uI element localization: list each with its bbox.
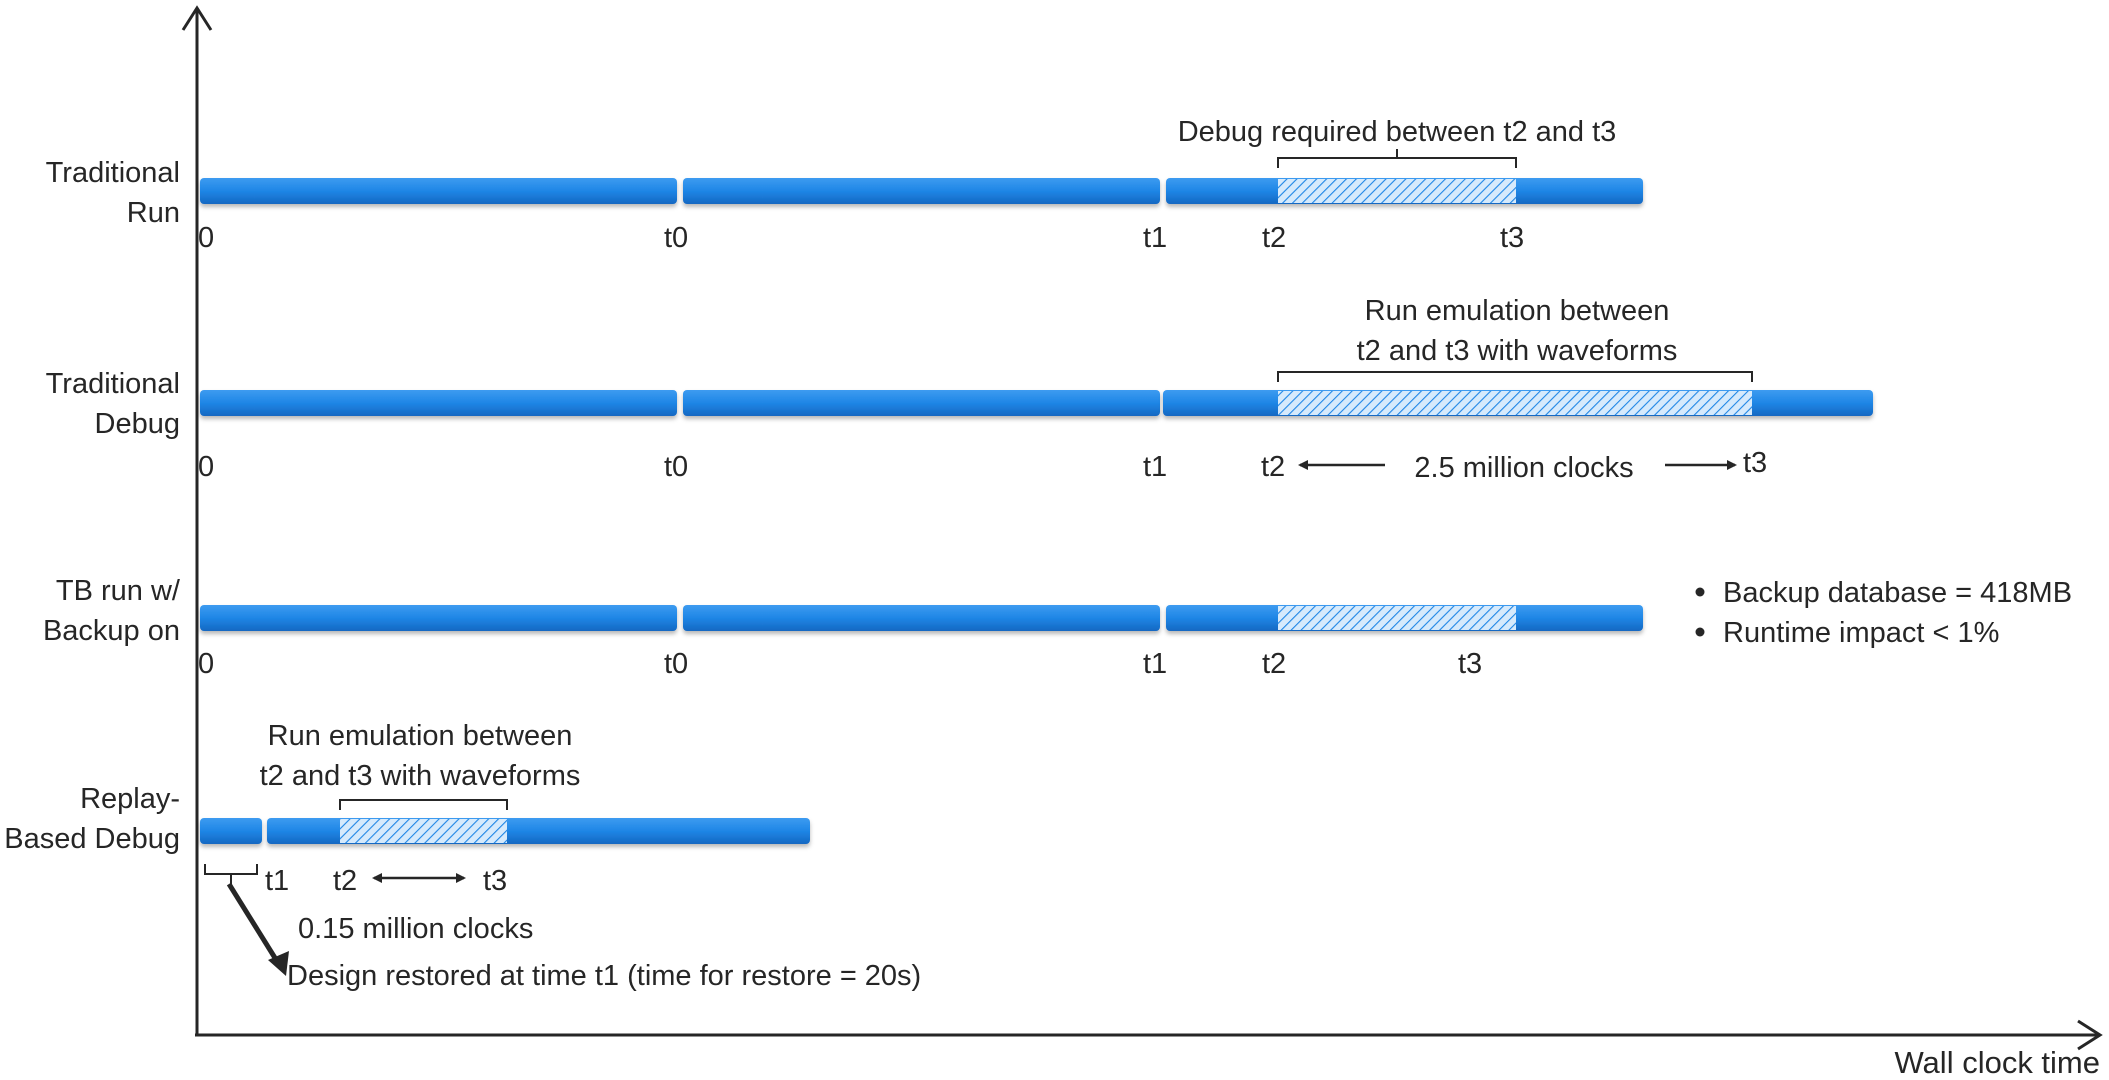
- tick-label: 0: [198, 451, 214, 483]
- restore-pointer-arrowhead-icon: [268, 951, 289, 976]
- bullet-icon: [1695, 627, 1705, 637]
- row-label-line2: Based Debug: [4, 823, 180, 855]
- bar-segment-1: [200, 605, 677, 631]
- span-label: 0.15 million clocks: [298, 913, 533, 945]
- tick-label: t1: [1143, 451, 1167, 483]
- annotation-text-line2: t2 and t3 with waveforms: [1357, 335, 1678, 367]
- annotation-text-line1: Run emulation between: [268, 720, 573, 752]
- bar-segment-2: [683, 605, 1160, 631]
- tick-label: t2: [1262, 222, 1286, 254]
- row-tb-backup: TB run w/ Backup on 0 t0 t1 t2 t3 Backup…: [43, 575, 2072, 680]
- axes: Wall clock time: [181, 5, 2103, 1080]
- row-label-line1: Traditional: [46, 157, 180, 189]
- row-replay-based-debug: Replay- Based Debug Run emulation betwee…: [4, 720, 921, 992]
- row-label-line1: TB run w/: [56, 575, 181, 607]
- row-label-line1: Traditional: [46, 368, 180, 400]
- tick-label: t0: [664, 648, 688, 680]
- span-label: 2.5 million clocks: [1414, 452, 1633, 484]
- x-axis-arrow-icon: [2077, 1019, 2103, 1051]
- tick-label: t1: [265, 865, 289, 897]
- bar-segment-2: [683, 178, 1160, 204]
- note-item: Backup database = 418MB: [1723, 577, 2072, 609]
- restore-pointer-arrow: [226, 882, 283, 968]
- restore-note: Design restored at time t1 (time for res…: [287, 960, 921, 992]
- annotation-bracket: [1277, 371, 1753, 382]
- tick-label: t3: [1458, 648, 1482, 680]
- row-label-line1: Replay-: [80, 783, 180, 815]
- bar-segment-2: [683, 390, 1160, 416]
- bar-segment-1: [200, 178, 677, 204]
- restore-bracket: [204, 864, 258, 884]
- tick-label: 0: [198, 222, 214, 254]
- note-item: Runtime impact < 1%: [1723, 617, 1999, 649]
- hatched-waveform-region: [340, 819, 507, 843]
- tick-label: t0: [664, 451, 688, 483]
- row-traditional-debug: Traditional Debug Run emulation between …: [46, 295, 1873, 484]
- tick-label: t1: [1143, 648, 1167, 680]
- bar-segment-1: [200, 818, 262, 844]
- hatched-waveform-region: [1278, 391, 1752, 415]
- bullet-icon: [1695, 587, 1705, 597]
- y-axis-arrow-icon: [181, 5, 213, 31]
- tick-label: t2: [1261, 451, 1285, 483]
- row-label-line2: Debug: [95, 408, 180, 440]
- tick-label: t3: [483, 865, 507, 897]
- x-axis-title: Wall clock time: [1894, 1045, 2100, 1080]
- annotation-text: Debug required between t2 and t3: [1178, 116, 1617, 148]
- annotation-bracket: [1277, 149, 1517, 168]
- annotation-text-line1: Run emulation between: [1365, 295, 1670, 327]
- row-traditional-run: Traditional Run Debug required between t…: [46, 116, 1643, 254]
- hatched-debug-region: [1278, 179, 1516, 203]
- tick-label: t0: [664, 222, 688, 254]
- bar-segment-1: [200, 390, 677, 416]
- row-label-line2: Backup on: [43, 615, 180, 647]
- tick-label: t2: [333, 865, 357, 897]
- tick-label: t2: [1262, 648, 1286, 680]
- tick-label: 0: [198, 648, 214, 680]
- annotation-bracket: [339, 799, 508, 810]
- row-label-line2: Run: [127, 197, 180, 229]
- annotation-text-line2: t2 and t3 with waveforms: [260, 760, 581, 792]
- tick-label: t3: [1500, 222, 1524, 254]
- tick-label: t1: [1143, 222, 1167, 254]
- tick-label: t3: [1743, 447, 1767, 479]
- hatched-region: [1278, 606, 1516, 630]
